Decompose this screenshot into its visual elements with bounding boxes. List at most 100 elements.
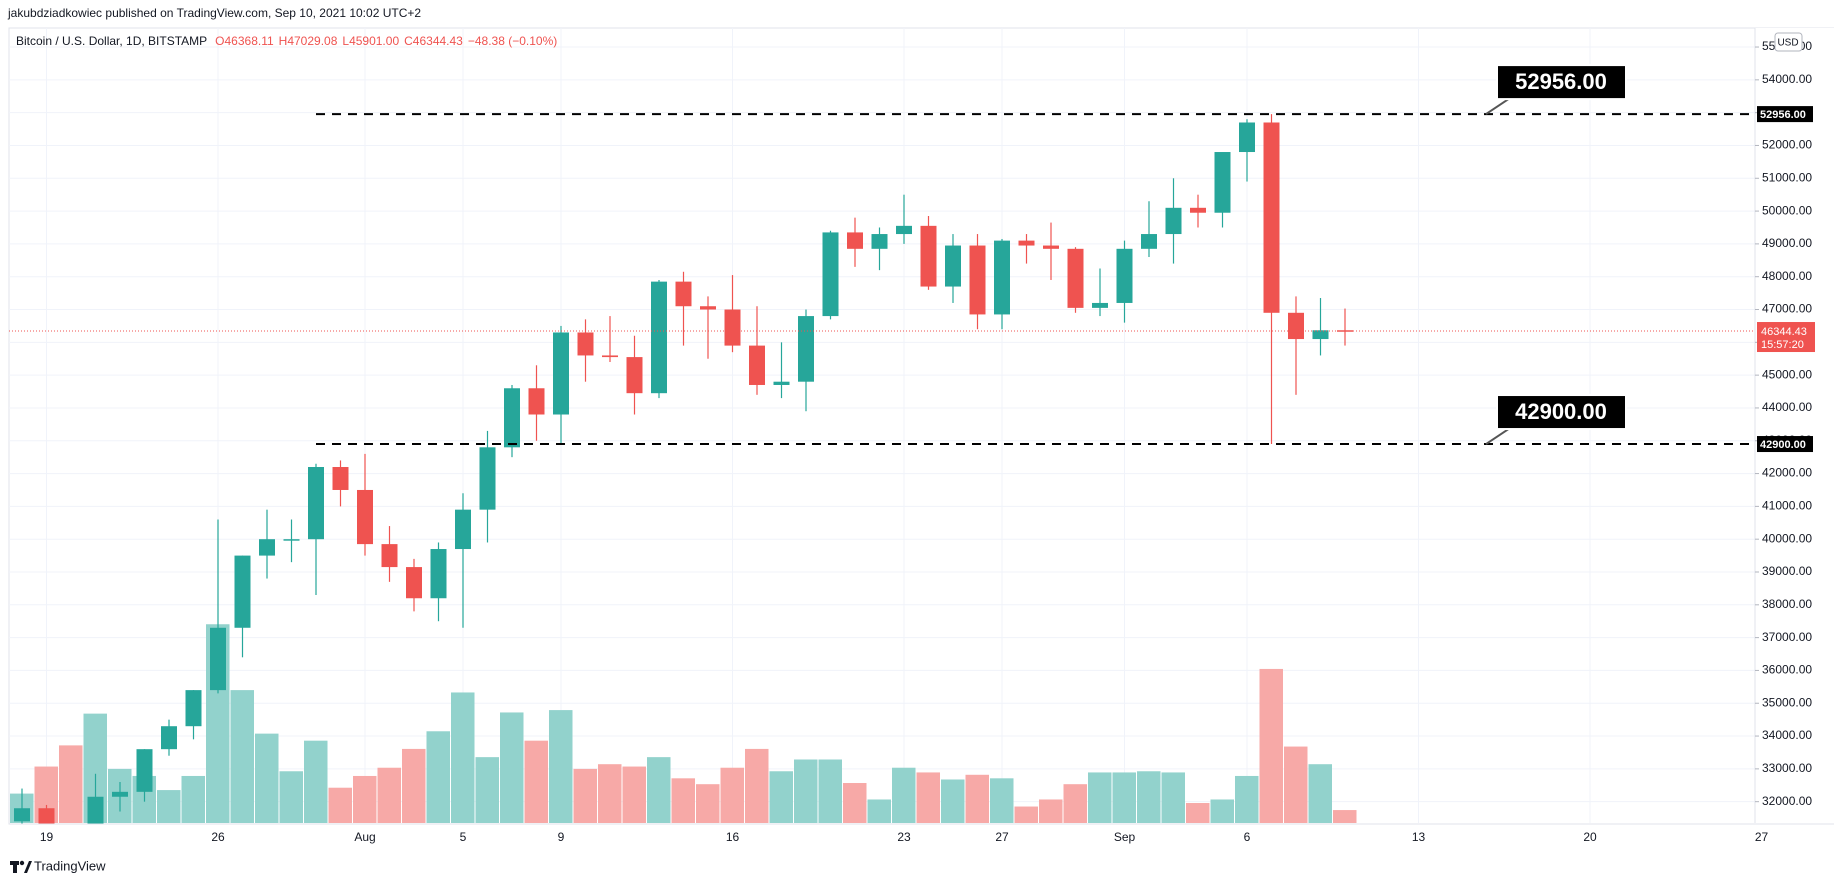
x-tick-label: 27 bbox=[995, 830, 1009, 844]
candle-body bbox=[847, 232, 863, 249]
volume-bar bbox=[230, 690, 254, 823]
volume-bar bbox=[965, 774, 989, 823]
candle-body bbox=[14, 808, 30, 822]
candle-body bbox=[185, 690, 202, 727]
candle-body bbox=[602, 355, 618, 358]
volume-bar bbox=[1235, 775, 1259, 823]
y-tick-label: 41000.00 bbox=[1762, 499, 1812, 513]
candle-body bbox=[357, 489, 373, 545]
x-tick-label: 13 bbox=[1412, 830, 1426, 844]
x-tick-label: Sep bbox=[1114, 830, 1136, 844]
volume-bar bbox=[1284, 746, 1308, 823]
volume-bar bbox=[867, 799, 891, 823]
candle-body bbox=[1116, 248, 1133, 303]
axis-level-label: 42900.00 bbox=[1760, 439, 1806, 451]
volume-bar bbox=[843, 783, 867, 823]
volume-bar bbox=[426, 731, 450, 823]
logo bbox=[10, 860, 32, 873]
countdown-label: 15:57:20 bbox=[1761, 339, 1804, 351]
candle-body bbox=[1288, 312, 1304, 340]
candle-body bbox=[528, 388, 545, 415]
candle-body bbox=[308, 467, 324, 540]
candle-body bbox=[994, 240, 1010, 315]
y-tick-label: 38000.00 bbox=[1762, 597, 1812, 611]
chart-title: Bitcoin / U.S. Dollar, 1D, BITSTAMP bbox=[16, 34, 207, 48]
candle-body bbox=[896, 225, 912, 235]
volume-bar bbox=[818, 759, 842, 823]
y-tick-label: 49000.00 bbox=[1762, 236, 1812, 250]
y-tick-label: 32000.00 bbox=[1762, 794, 1812, 808]
volume-bar bbox=[941, 779, 965, 823]
ohlc-value: −48.38 (−0.10%) bbox=[468, 34, 557, 48]
callout-pointer bbox=[1485, 427, 1511, 445]
y-tick-label: 33000.00 bbox=[1762, 761, 1812, 775]
candle-body bbox=[479, 447, 496, 510]
candle-body bbox=[945, 245, 961, 287]
x-tick-label: 6 bbox=[1244, 830, 1251, 844]
candle-body bbox=[1018, 240, 1035, 246]
volume-bar bbox=[279, 771, 303, 823]
volume-bar bbox=[475, 757, 499, 823]
x-tick-label: 5 bbox=[460, 830, 467, 844]
y-tick-label: 45000.00 bbox=[1762, 367, 1812, 381]
y-tick-label: 52000.00 bbox=[1762, 138, 1812, 152]
candle-body bbox=[822, 232, 839, 317]
ohlc-value: H47029.08 bbox=[279, 34, 338, 48]
y-tick-label: 48000.00 bbox=[1762, 269, 1812, 283]
candle-body bbox=[920, 225, 937, 287]
candle-body bbox=[577, 332, 594, 356]
volume-bar bbox=[892, 767, 916, 823]
x-tick-label: 27 bbox=[1755, 830, 1769, 844]
axis-level-tag bbox=[1757, 436, 1813, 453]
candle-body bbox=[700, 306, 716, 310]
y-tick-label: 50000.00 bbox=[1762, 203, 1812, 217]
volume-bar bbox=[720, 767, 744, 823]
volume-bar bbox=[377, 767, 401, 823]
volume-bar bbox=[304, 740, 328, 823]
volume-bar bbox=[1333, 810, 1357, 823]
candle-body bbox=[283, 539, 300, 541]
candle-body bbox=[969, 245, 986, 315]
volume-bar bbox=[622, 766, 646, 823]
candle-body bbox=[430, 549, 447, 599]
candle-body bbox=[553, 332, 569, 415]
volume-bar bbox=[1014, 806, 1038, 823]
ohlc-value: O46368.11 bbox=[215, 34, 274, 48]
candle-body bbox=[1092, 302, 1108, 308]
candle-body bbox=[332, 467, 349, 490]
y-tick-label: 39000.00 bbox=[1762, 564, 1812, 578]
candle-body bbox=[1214, 152, 1231, 213]
x-tick-label: 20 bbox=[1583, 830, 1597, 844]
candle-body bbox=[381, 544, 398, 568]
axis-panel bbox=[1755, 28, 1834, 824]
volume-bar bbox=[671, 778, 695, 823]
y-tick-label: 51000.00 bbox=[1762, 170, 1812, 184]
currency-label: USD bbox=[1777, 38, 1798, 49]
y-tick-label: 35000.00 bbox=[1762, 695, 1812, 709]
candle-body bbox=[161, 726, 177, 750]
callout-box bbox=[1496, 394, 1627, 431]
price-tag bbox=[1757, 322, 1815, 353]
plot-area: 52956.00 42900.00 bbox=[9, 28, 1755, 824]
callout-label: 42900.00 bbox=[1515, 399, 1607, 424]
ohlc-value: L45901.00 bbox=[342, 34, 399, 48]
candle-body bbox=[1263, 122, 1280, 313]
candle-body bbox=[1141, 234, 1157, 249]
volume-bar bbox=[255, 733, 279, 823]
volume-bar bbox=[769, 771, 793, 823]
candle-body bbox=[798, 316, 814, 382]
x-tick-label: Aug bbox=[354, 830, 375, 844]
y-tick-label: 34000.00 bbox=[1762, 728, 1812, 742]
volume-bar bbox=[916, 772, 940, 823]
candle-body bbox=[1312, 330, 1329, 340]
x-tick-label: 16 bbox=[726, 830, 740, 844]
volume-bar bbox=[83, 713, 107, 823]
ohlc-value: C46344.43 bbox=[404, 34, 463, 48]
candle-body bbox=[1239, 122, 1255, 153]
y-tick-label: 36000.00 bbox=[1762, 663, 1812, 677]
candle-body bbox=[38, 808, 55, 824]
y-tick-label: 40000.00 bbox=[1762, 531, 1812, 545]
volume-bar bbox=[181, 775, 205, 823]
candle-body bbox=[112, 791, 128, 797]
candle-body bbox=[136, 749, 153, 792]
